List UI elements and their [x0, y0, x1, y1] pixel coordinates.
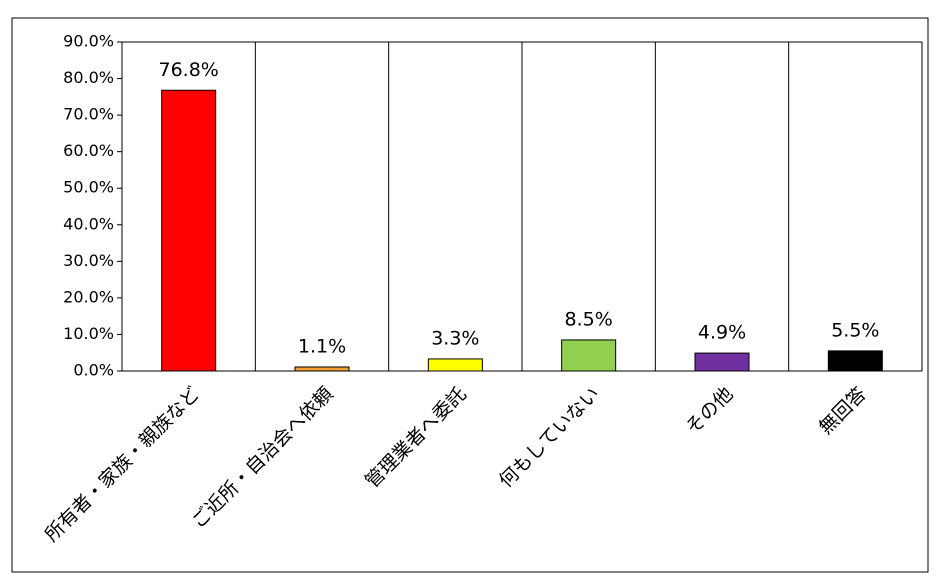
data-label: 3.3% — [431, 327, 479, 349]
y-tick-label: 30.0% — [63, 251, 114, 270]
data-label: 76.8% — [158, 59, 218, 81]
y-tick-label: 80.0% — [63, 68, 114, 87]
data-label: 1.1% — [298, 335, 346, 357]
bar — [427, 358, 483, 372]
bar — [294, 366, 350, 372]
y-tick-label: 50.0% — [63, 178, 114, 197]
y-tick-label: 90.0% — [63, 32, 114, 51]
y-tick-label: 0.0% — [73, 361, 114, 380]
data-label: 5.5% — [831, 319, 879, 341]
y-tick-label: 40.0% — [63, 214, 114, 233]
y-tick-label: 60.0% — [63, 141, 114, 160]
y-tick-label: 70.0% — [63, 105, 114, 124]
data-label: 4.9% — [698, 322, 746, 344]
y-tick-label: 10.0% — [63, 324, 114, 343]
bar — [161, 89, 217, 372]
y-tick-label: 20.0% — [63, 287, 114, 306]
bar — [561, 339, 617, 372]
bar — [694, 352, 750, 372]
chart-frame — [11, 17, 929, 573]
data-label: 8.5% — [565, 308, 613, 330]
bar — [827, 350, 883, 372]
